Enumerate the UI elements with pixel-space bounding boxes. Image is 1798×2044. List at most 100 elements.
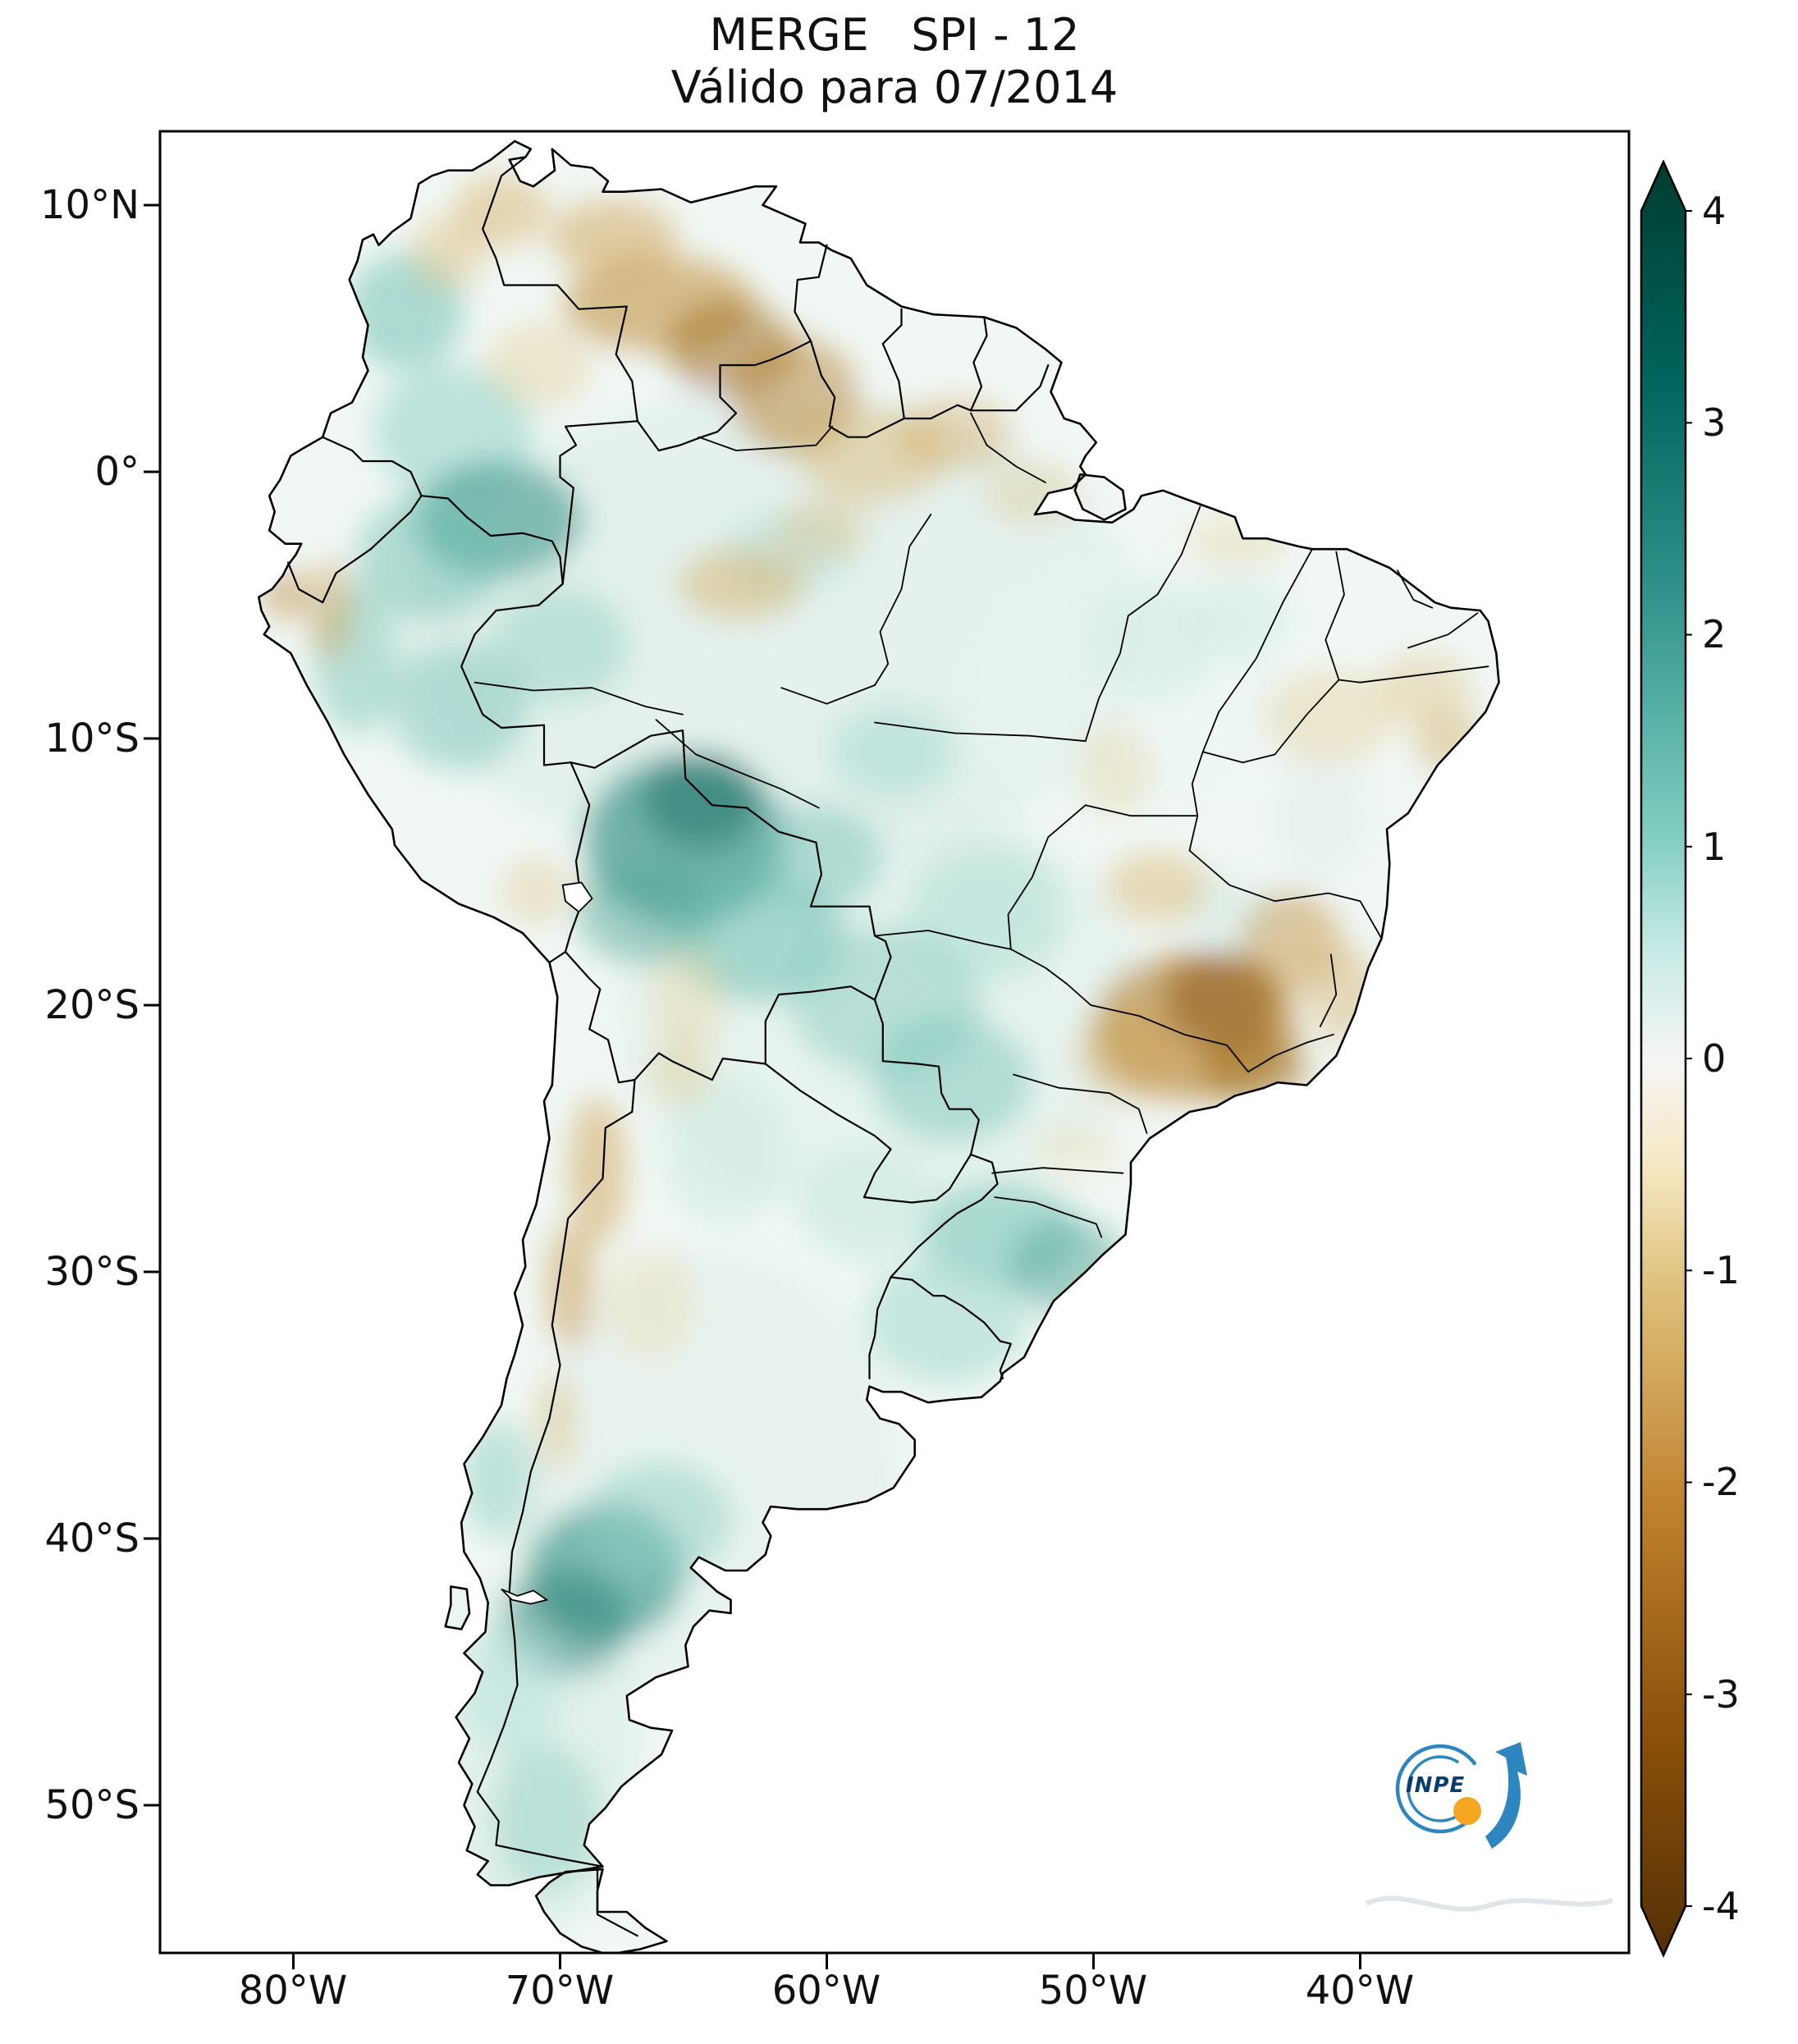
- country-border: [890, 1276, 1012, 1380]
- country-border: [903, 404, 972, 420]
- spi-field-blob: [797, 1146, 936, 1264]
- state-border: [780, 684, 876, 705]
- country-border: [286, 495, 423, 604]
- colorbar-bar: [1640, 160, 1687, 1959]
- spi-field-blob: [583, 1461, 734, 1579]
- state-border: [698, 425, 833, 451]
- country-border: [890, 1153, 999, 1278]
- state-border: [874, 930, 1012, 950]
- colorbar: [1640, 160, 1692, 1959]
- state-border: [1338, 665, 1489, 684]
- y-axis-tick-label: 10°S: [44, 716, 140, 761]
- colorbar-tick-label: 4: [1702, 189, 1727, 233]
- state-border: [1319, 953, 1338, 1027]
- spi-field-blob: [261, 570, 310, 619]
- country-border: [564, 950, 636, 1084]
- lake: [561, 881, 593, 913]
- spi-field-blob: [872, 1016, 1032, 1144]
- colorbar-tick-label: -1: [1702, 1248, 1740, 1292]
- spi-field-blob: [453, 173, 550, 248]
- plot-frame: [158, 130, 1631, 1955]
- spi-field-blob: [1104, 850, 1211, 926]
- figure-subtitle: Válido para 07/2014: [670, 62, 1119, 113]
- country-border: [636, 340, 812, 452]
- y-axis-tick-label: 50°S: [44, 1782, 140, 1828]
- spi-field-blob: [536, 1370, 579, 1472]
- spi-field-blob: [907, 842, 1067, 981]
- spi-field-blob: [1077, 722, 1152, 819]
- inpe-logo: INPE: [1379, 1727, 1535, 1850]
- spi-field-blob: [773, 498, 870, 563]
- state-border: [1201, 679, 1340, 764]
- spi-field-blob: [1266, 754, 1374, 883]
- country-border: [482, 156, 638, 423]
- logo-orbit-inner-icon: [1407, 1755, 1474, 1822]
- country-border: [873, 999, 980, 1156]
- country-border: [596, 1868, 638, 1937]
- colorbar-tick-label: 2: [1702, 612, 1727, 656]
- country-border: [969, 316, 988, 412]
- x-axis-tick-label: 60°W: [771, 1968, 881, 2014]
- state-border: [1090, 1004, 1249, 1073]
- country-border: [764, 1063, 972, 1204]
- state-border: [1084, 804, 1199, 817]
- spi-field-blob: [501, 855, 571, 926]
- spi-field-blob: [829, 703, 958, 800]
- spi-field-blob: [1200, 1029, 1307, 1104]
- state-border: [1007, 804, 1087, 950]
- logo-orbit-outer-icon: [1395, 1744, 1485, 1834]
- spi-field-blob: [867, 1255, 1027, 1384]
- country-border: [476, 1078, 636, 1868]
- spi-field-blob: [661, 1077, 789, 1227]
- spi-field-blob: [306, 560, 355, 661]
- spi-field-blob: [491, 586, 629, 704]
- coastline: [444, 1585, 471, 1630]
- colorbar-ticks: [1686, 210, 1692, 1907]
- state-border: [994, 1196, 1103, 1238]
- watermark-squiggle: [1365, 1895, 1613, 1912]
- colorbar-tick-label: -4: [1702, 1884, 1740, 1928]
- spi-field-blob: [357, 493, 507, 621]
- state-border: [474, 681, 684, 716]
- spi-field-blob: [643, 752, 761, 848]
- state-border: [1188, 849, 1383, 940]
- spi-field-blob: [1008, 1219, 1126, 1315]
- state-border: [970, 412, 1046, 483]
- country-border: [548, 950, 567, 964]
- country-border: [570, 729, 892, 1001]
- spi-field-blob: [1163, 952, 1280, 1048]
- country-border: [809, 340, 905, 438]
- country-border: [794, 244, 828, 342]
- country-border: [764, 985, 876, 1065]
- spi-field-blob: [677, 546, 806, 621]
- state-border: [1324, 551, 1345, 681]
- state-border: [1397, 569, 1434, 609]
- country-border: [420, 495, 564, 585]
- state-border: [1084, 505, 1201, 743]
- spi-field-blob: [651, 946, 725, 1048]
- spi-field-blob: [1187, 575, 1294, 661]
- state-border: [874, 514, 932, 686]
- country-border: [460, 583, 572, 766]
- country-border: [322, 436, 423, 497]
- spi-field-blob: [493, 1744, 601, 1894]
- spi-field-blob: [400, 391, 1147, 872]
- spi-field-blob: [1077, 1005, 1184, 1101]
- logo-arrow-icon: [1485, 1742, 1527, 1849]
- lake: [501, 1588, 549, 1605]
- misc-layer: [501, 881, 1613, 1912]
- spi-field-blob: [896, 397, 1013, 472]
- country-border: [881, 308, 905, 420]
- spi-field-blob: [464, 1629, 560, 1758]
- logo-planet-icon: [1453, 1797, 1481, 1825]
- coastline: [534, 1868, 668, 1953]
- colorbar-tick-label: 1: [1702, 825, 1727, 869]
- y-axis-tick-label: 10°N: [40, 182, 140, 228]
- y-axis-tick-label: 40°S: [44, 1516, 140, 1562]
- spi-field-blob: [1088, 581, 1216, 699]
- inpe-logo-graphic: [1395, 1742, 1527, 1849]
- colorbar-tick-label: 0: [1702, 1036, 1727, 1081]
- spi-field-blob: [389, 642, 528, 771]
- state-border: [1009, 948, 1092, 1006]
